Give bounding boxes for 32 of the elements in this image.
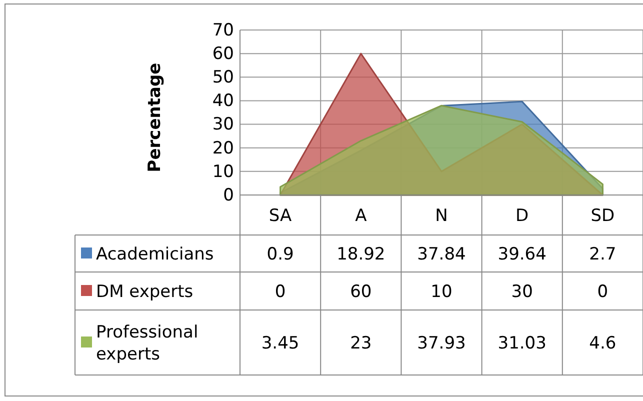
legend-label: DM experts [96, 282, 194, 302]
y-tick-label: 40 [212, 91, 234, 112]
y-axis-title: Percentage [145, 62, 165, 172]
data-label: 0 [274, 282, 286, 302]
data-label: 0.9 [266, 244, 294, 264]
y-tick-label: 60 [212, 44, 234, 64]
data-label: 10 [430, 282, 452, 302]
x-tick-label: SD [590, 206, 615, 226]
y-tick-label: 20 [212, 138, 234, 158]
x-tick-label: N [435, 206, 448, 226]
y-tick-label: 70 [212, 20, 234, 40]
data-label: 37.93 [417, 334, 466, 354]
y-tick-label: 30 [212, 114, 234, 135]
data-label: 23 [350, 334, 372, 354]
x-tick-label: A [355, 206, 368, 226]
data-label: 39.64 [498, 244, 546, 264]
y-tick-label: 10 [212, 162, 234, 182]
x-tick-label: SA [268, 206, 292, 226]
data-label: 31.03 [498, 334, 546, 354]
x-tick-label: D [516, 206, 529, 226]
data-label: 4.6 [589, 334, 616, 354]
data-label: 2.7 [589, 244, 616, 264]
legend-label: Professional experts [96, 322, 198, 364]
data-label: 0 [597, 282, 608, 302]
legend-label: Academicians [96, 244, 214, 264]
data-label: 18.92 [336, 244, 386, 264]
data-label: 60 [350, 282, 372, 302]
y-tick-label: 50 [212, 68, 234, 88]
y-tick-label: 0 [223, 185, 234, 206]
data-label: 37.84 [417, 244, 466, 264]
data-label: 3.45 [261, 334, 300, 354]
data-label: 30 [511, 282, 533, 302]
